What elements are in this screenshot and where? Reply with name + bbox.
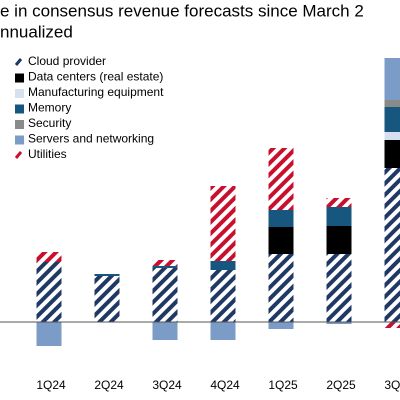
x-tick-label: 1Q24 bbox=[36, 378, 66, 392]
bar-segment bbox=[326, 322, 352, 324]
legend-label: Data centers (real estate) bbox=[28, 70, 163, 84]
x-tick-label: 2Q24 bbox=[94, 378, 124, 392]
legend-marker bbox=[15, 89, 24, 98]
legend-marker bbox=[15, 135, 24, 145]
bar-segment bbox=[326, 254, 352, 322]
bar-segment bbox=[152, 322, 178, 340]
bar-segment bbox=[152, 268, 178, 322]
bar-segment bbox=[210, 261, 236, 270]
bar-segment bbox=[268, 254, 294, 322]
bar-segment bbox=[384, 322, 400, 328]
bar-segment bbox=[152, 260, 178, 266]
bar-segment bbox=[94, 274, 120, 276]
bar-segment bbox=[268, 210, 294, 227]
x-tick-label: 3Q25 bbox=[384, 378, 400, 392]
legend-marker bbox=[15, 104, 24, 114]
chart-subtitle: nnualized bbox=[0, 22, 73, 41]
legend-label: Cloud provider bbox=[28, 54, 106, 68]
x-tick-label: 1Q25 bbox=[268, 378, 298, 392]
bar-segment bbox=[268, 322, 294, 329]
bar-segment bbox=[268, 148, 294, 210]
chart-title: e in consensus revenue forecasts since M… bbox=[0, 1, 364, 20]
bar-segment bbox=[36, 322, 62, 346]
bar-segment bbox=[326, 198, 352, 207]
bar-segment bbox=[94, 276, 120, 322]
x-tick-label: 2Q25 bbox=[326, 378, 356, 392]
x-tick-label: 3Q24 bbox=[152, 378, 182, 392]
legend-label: Security bbox=[28, 116, 71, 130]
bar-segment bbox=[210, 270, 236, 322]
bar-segment bbox=[384, 100, 400, 107]
legend-label: Manufacturing equipment bbox=[28, 85, 164, 99]
legend-label: Servers and networking bbox=[28, 132, 154, 146]
bar-segment bbox=[36, 262, 62, 322]
bar-segment bbox=[384, 132, 400, 140]
legend-label: Utilities bbox=[28, 147, 67, 161]
bar-segment bbox=[326, 207, 352, 226]
bar-segment bbox=[210, 322, 236, 340]
bar-segment bbox=[384, 168, 400, 322]
bar-segment bbox=[384, 140, 400, 168]
bar-segment bbox=[384, 58, 400, 100]
bar-segment bbox=[210, 186, 236, 261]
x-tick-label: 4Q24 bbox=[210, 378, 240, 392]
legend-marker bbox=[14, 58, 23, 66]
legend-marker bbox=[15, 120, 24, 129]
bar-segment bbox=[268, 227, 294, 254]
bar-segment bbox=[384, 107, 400, 132]
legend-label: Memory bbox=[28, 101, 71, 115]
bar-segment bbox=[326, 226, 352, 254]
bar-segment bbox=[152, 266, 178, 268]
legend-marker bbox=[15, 73, 24, 83]
bar-segment bbox=[36, 252, 62, 262]
legend-marker bbox=[14, 151, 23, 159]
